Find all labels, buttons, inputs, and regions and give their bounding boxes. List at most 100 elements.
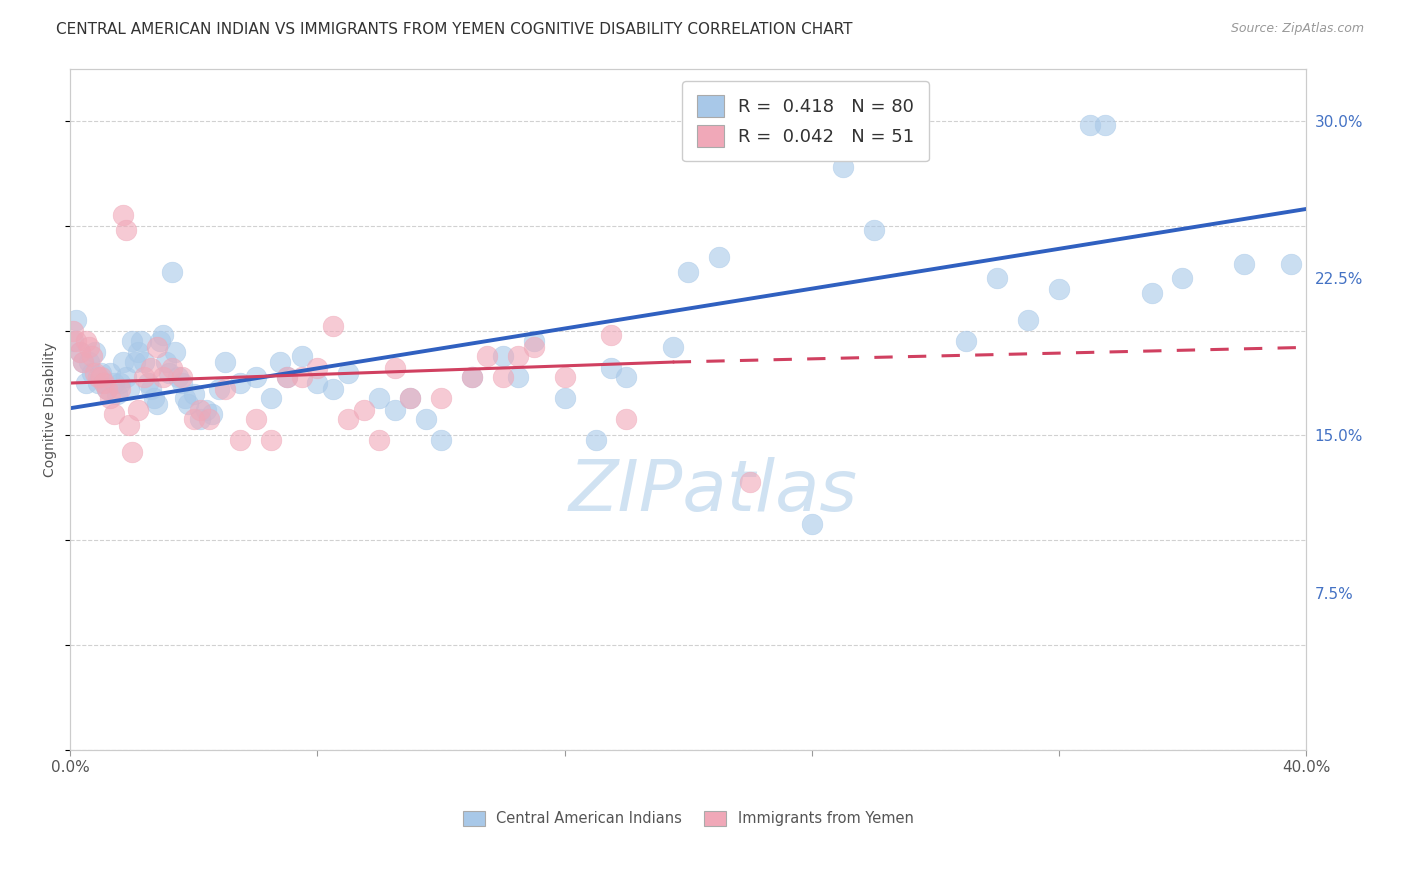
Point [115,369,138,384]
Point [115,223,138,237]
Text: ZIPatlas: ZIPatlas [568,457,858,525]
Point [173,391,195,405]
Point [214,355,236,369]
Point [214,382,236,396]
Point [96,382,118,396]
Point [554,369,576,384]
Point [69,344,91,359]
Point [676,265,699,279]
Point [229,433,252,447]
Text: Source: ZipAtlas.com: Source: ZipAtlas.com [1230,22,1364,36]
Point [195,403,218,417]
Point [62,334,84,348]
Point [1233,256,1256,270]
Point [127,344,149,359]
Point [118,417,141,432]
Point [183,411,205,425]
Point [384,361,406,376]
Point [229,376,252,390]
Point [307,361,329,376]
Point [955,334,977,348]
Point [155,355,177,369]
Point [162,361,184,376]
Point [90,369,112,384]
Point [84,344,107,359]
Point [80,349,103,363]
Point [165,344,187,359]
Point [100,366,122,380]
Point [523,340,546,354]
Point [616,369,638,384]
Point [75,376,97,390]
Point [492,349,515,363]
Point [188,411,211,425]
Point [800,516,823,531]
Point [461,369,484,384]
Point [322,382,344,396]
Point [862,223,884,237]
Point [105,386,128,401]
Point [207,382,229,396]
Point [146,397,169,411]
Point [337,411,360,425]
Point [136,376,159,390]
Point [93,376,115,390]
Point [65,334,87,348]
Point [738,475,761,489]
Point [134,369,156,384]
Point [170,369,193,384]
Point [134,355,156,369]
Point [100,391,122,405]
Legend: Central American Indians, Immigrants from Yemen: Central American Indians, Immigrants fro… [457,805,920,832]
Point [477,349,499,363]
Point [149,334,172,348]
Point [1140,285,1163,300]
Point [260,433,283,447]
Point [1017,313,1039,327]
Point [62,324,84,338]
Point [90,366,112,380]
Point [170,376,193,390]
Point [65,313,87,327]
Point [523,334,546,348]
Text: CENTRAL AMERICAN INDIAN VS IMMIGRANTS FROM YEMEN COGNITIVE DISABILITY CORRELATIO: CENTRAL AMERICAN INDIAN VS IMMIGRANTS FR… [56,22,853,37]
Point [337,366,360,380]
Point [245,411,267,425]
Point [111,208,134,222]
Point [72,355,94,369]
Point [260,391,283,405]
Point [368,391,391,405]
Point [96,382,118,396]
Point [80,366,103,380]
Point [183,386,205,401]
Point [87,369,110,384]
Point [291,369,314,384]
Point [600,327,623,342]
Point [111,355,134,369]
Point [276,369,298,384]
Point [307,376,329,390]
Point [276,369,298,384]
Point [430,433,453,447]
Point [69,344,91,359]
Y-axis label: Cognitive Disability: Cognitive Disability [44,342,58,476]
Point [384,403,406,417]
Point [322,319,344,334]
Point [353,403,375,417]
Point [198,411,221,425]
Point [1279,256,1302,270]
Point [1078,118,1101,132]
Point [269,355,291,369]
Point [152,369,174,384]
Point [93,376,115,390]
Point [77,340,100,354]
Point [554,391,576,405]
Point [661,340,683,354]
Point [291,349,314,363]
Point [245,369,267,384]
Point [616,411,638,425]
Point [368,433,391,447]
Point [430,391,453,405]
Point [77,355,100,369]
Point [162,265,184,279]
